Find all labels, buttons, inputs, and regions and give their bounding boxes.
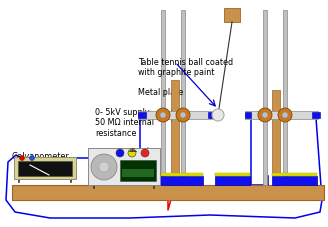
Bar [263, 10, 267, 185]
Circle shape [262, 112, 268, 118]
Bar [272, 90, 280, 175]
Bar [283, 10, 287, 185]
Circle shape [282, 112, 288, 118]
Text: Table tennis ball coated
with graphite paint: Table tennis ball coated with graphite p… [138, 58, 233, 77]
Circle shape [128, 149, 136, 157]
Circle shape [141, 149, 149, 157]
Bar [158, 176, 203, 185]
Bar [245, 112, 251, 118]
Circle shape [19, 155, 25, 160]
Bar [138, 112, 146, 118]
Bar [120, 160, 156, 181]
Bar [215, 173, 250, 176]
Circle shape [278, 108, 292, 122]
Circle shape [30, 155, 34, 160]
Circle shape [160, 112, 166, 118]
Bar [122, 169, 154, 177]
Bar [208, 112, 216, 118]
Bar [161, 10, 165, 185]
Circle shape [212, 109, 224, 121]
Circle shape [91, 154, 117, 180]
Circle shape [258, 108, 272, 122]
Bar [245, 111, 318, 119]
Circle shape [156, 108, 170, 122]
Bar [171, 80, 179, 175]
Bar [158, 173, 203, 176]
Circle shape [176, 108, 190, 122]
Bar [224, 8, 240, 22]
Bar [138, 111, 216, 119]
Text: Galvanometer: Galvanometer [12, 152, 70, 161]
Bar [88, 148, 160, 185]
Bar [181, 10, 185, 185]
Bar [272, 173, 317, 176]
Text: Metal plate: Metal plate [138, 88, 183, 97]
Bar [14, 157, 76, 179]
Bar [215, 176, 250, 185]
Circle shape [180, 112, 186, 118]
Bar [12, 185, 324, 200]
Bar [272, 176, 317, 185]
Text: 0- 5kV supply,
50 MΩ internal
resistance: 0- 5kV supply, 50 MΩ internal resistance [95, 108, 154, 138]
Bar [312, 112, 320, 118]
Circle shape [116, 149, 124, 157]
Circle shape [99, 162, 109, 172]
Bar [18, 161, 72, 176]
